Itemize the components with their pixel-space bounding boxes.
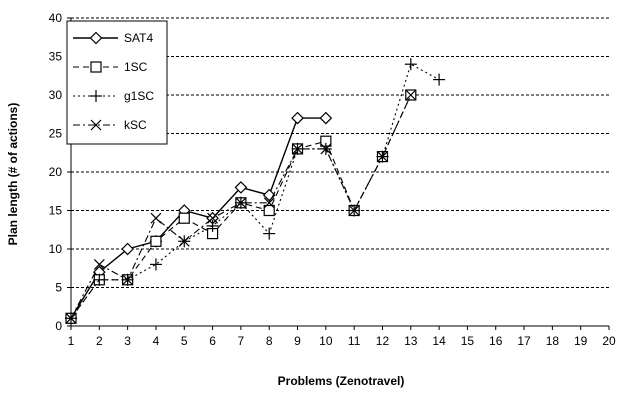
legend-label-sat4: SAT4 [124, 31, 153, 45]
diamond-marker [291, 111, 304, 125]
x-tick-label: 20 [602, 334, 616, 348]
x-tick-label: 4 [153, 334, 160, 348]
square-marker [178, 212, 190, 224]
x-marker-b [348, 205, 360, 216]
y-tick-label: 35 [49, 50, 63, 64]
legend-label-1sc: 1SC [124, 60, 148, 74]
x-marker [93, 258, 105, 270]
diamond-marker [89, 31, 103, 45]
x-tick-label: 17 [517, 334, 531, 348]
y-tick-label: 20 [49, 165, 63, 179]
x-marker-b [405, 89, 417, 101]
legend-label-ksc: kSC [124, 118, 147, 132]
x-tick-label: 10 [319, 334, 333, 348]
x-marker-b [207, 212, 219, 224]
x-marker [320, 143, 332, 155]
plus-marker [206, 219, 219, 232]
legend-item-1sc: 1SC [73, 60, 148, 74]
x-marker [263, 197, 275, 209]
series-g1sc-line [70, 63, 440, 319]
x-marker-b [150, 212, 162, 224]
x-marker-b [320, 143, 332, 155]
x-axis-title: Problems (Zenotravel) [278, 374, 405, 388]
x-tick-label: 16 [489, 334, 503, 348]
x-marker-b [90, 119, 102, 131]
diamond-marker [121, 242, 134, 256]
x-marker [377, 151, 388, 163]
legend-label-g1sc: g1SC [124, 89, 154, 103]
x-marker-b [122, 274, 134, 286]
x-marker-b [292, 143, 303, 155]
x-tick-label: 3 [124, 334, 131, 348]
y-tick-label: 10 [49, 242, 63, 256]
diamond-marker [319, 111, 333, 125]
y-axis-title: Plan length (# of actions) [6, 103, 20, 246]
y-tick-label: 25 [49, 127, 63, 141]
x-marker [207, 212, 219, 224]
y-tick-label: 40 [49, 11, 63, 25]
legend: SAT4 1SC g1SC kSC [66, 20, 168, 145]
y-tick-label: 15 [49, 204, 63, 218]
series-lines [64, 58, 446, 325]
y-tick-label: 30 [49, 88, 63, 102]
x-tick-label: 6 [209, 334, 216, 348]
x-tick-label: 12 [376, 334, 390, 348]
square-marker [90, 61, 102, 73]
x-marker-b [93, 258, 105, 270]
x-marker-b [263, 197, 275, 209]
x-marker-b [235, 197, 247, 209]
x-marker [90, 119, 102, 131]
y-tick-label: 0 [55, 319, 62, 333]
square-marker [263, 204, 275, 217]
x-marker [348, 205, 360, 216]
x-marker-b [377, 151, 388, 163]
x-tick-label: 18 [546, 334, 560, 348]
x-tick-label: 13 [404, 334, 418, 348]
x-marker [235, 197, 247, 209]
x-marker [178, 235, 190, 247]
x-marker-b [65, 312, 77, 324]
x-marker [65, 312, 77, 324]
x-marker [150, 212, 162, 224]
legend-item-g1sc: g1SC [73, 89, 154, 103]
x-tick-label: 7 [238, 334, 245, 348]
diamond-marker [234, 181, 248, 194]
square-marker [150, 235, 162, 247]
series-sat4-line [70, 117, 326, 319]
plus-marker [90, 90, 102, 102]
plus-marker [433, 73, 446, 86]
x-tick-label: 19 [574, 334, 588, 348]
x-marker [405, 89, 417, 101]
x-marker-b [178, 235, 190, 247]
x-tick-label: 14 [432, 334, 446, 348]
series-ksc [65, 89, 417, 324]
x-tick-label: 1 [68, 334, 75, 348]
x-tick-label: 15 [461, 334, 475, 348]
y-tick-label: 5 [55, 281, 62, 295]
legend-box [66, 20, 168, 145]
plus-marker [93, 273, 106, 286]
x-marker [122, 274, 134, 286]
x-tick-label: 9 [294, 334, 301, 348]
plus-marker [404, 58, 417, 71]
x-tick-label: 2 [96, 334, 103, 348]
plus-marker [263, 227, 276, 240]
plus-marker [149, 258, 162, 271]
x-tick-label: 5 [181, 334, 188, 348]
x-tick-label: 11 [348, 334, 361, 348]
legend-item-sat4: SAT4 [73, 31, 153, 45]
x-tick-label: 8 [266, 334, 273, 348]
legend-item-ksc: kSC [73, 118, 147, 132]
x-marker [292, 143, 303, 155]
